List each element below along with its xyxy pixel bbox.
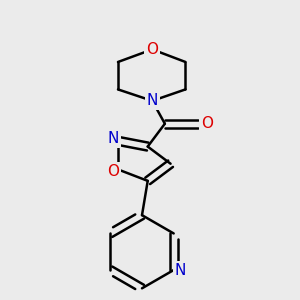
Text: N: N <box>147 93 158 108</box>
Text: O: O <box>201 116 213 131</box>
Text: O: O <box>107 164 119 179</box>
Text: O: O <box>146 42 158 57</box>
Text: N: N <box>108 131 119 146</box>
Text: N: N <box>175 262 186 278</box>
